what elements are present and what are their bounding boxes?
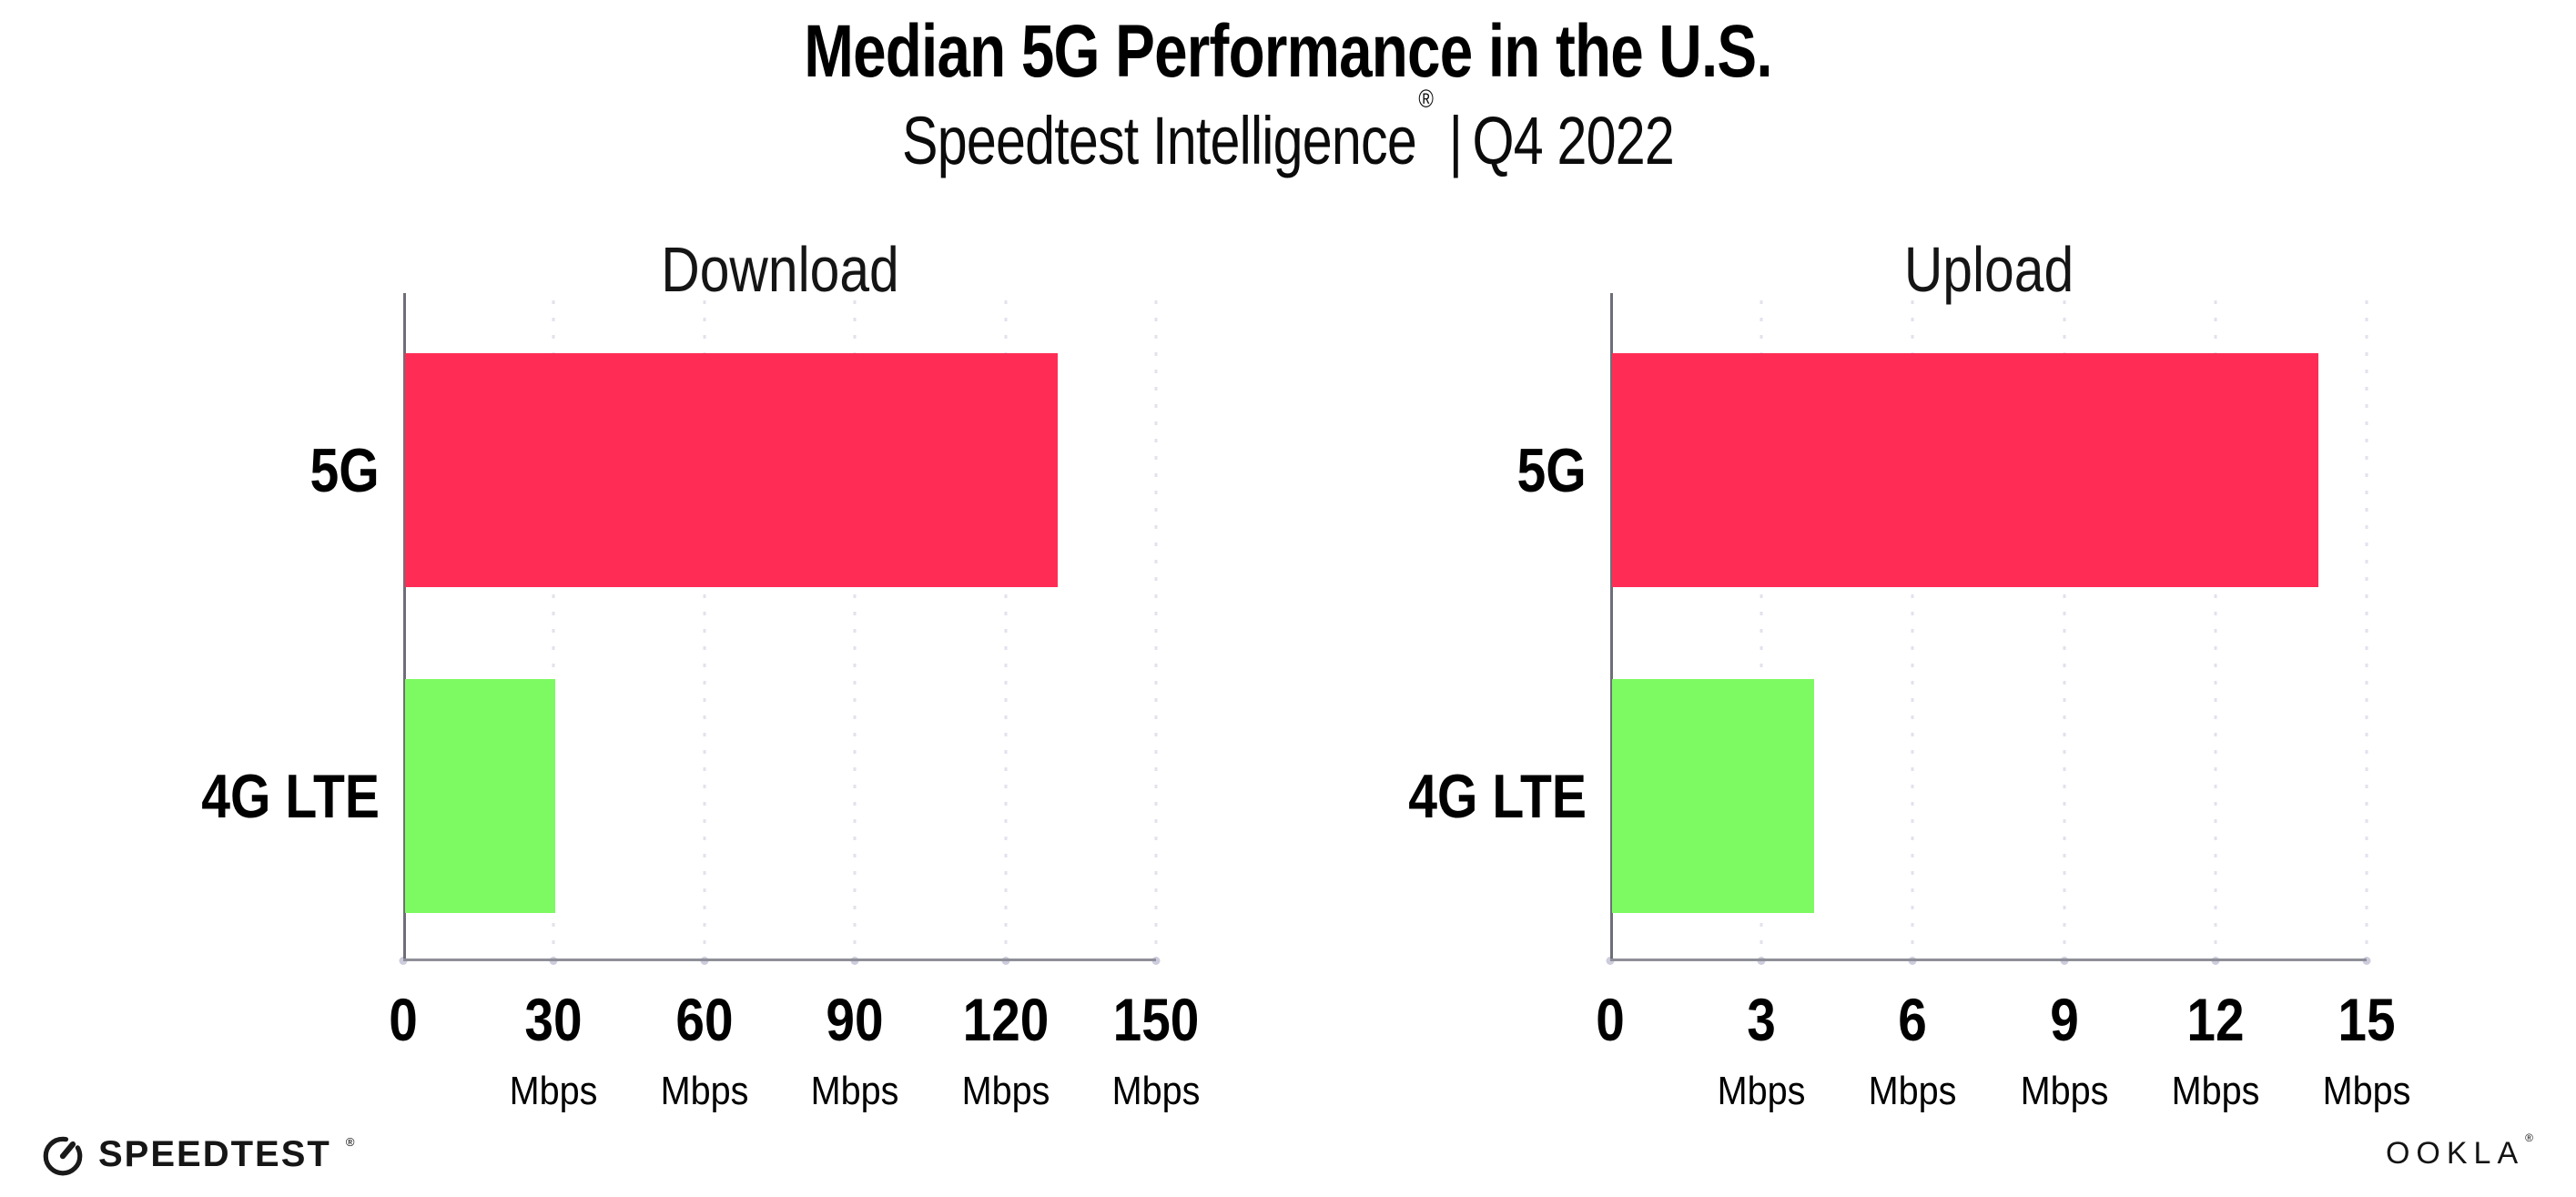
category-label: 5G [309, 435, 380, 505]
speedtest-wordmark: SPEEDTEST [98, 1133, 331, 1174]
x-tick-unit: Mbps [1717, 1069, 1806, 1113]
gridline [1911, 300, 1914, 959]
gridline [552, 300, 555, 959]
x-tick-label: 15 [2338, 986, 2396, 1053]
axis-tick-dot [1151, 957, 1161, 965]
speedtest-registered-mark: ® [345, 1134, 355, 1149]
bar-4g-lte [405, 679, 556, 913]
panel-title-upload: Upload [1903, 234, 2074, 305]
category-label: 5G [1516, 435, 1587, 505]
ookla-wordmark: OOKLA [2385, 1136, 2525, 1171]
x-tick-unit: Mbps [509, 1069, 598, 1113]
x-tick-unit: Mbps [961, 1069, 1050, 1113]
ookla-logo: OOKLA® [2385, 1131, 2540, 1172]
x-tick-label: 12 [2186, 986, 2245, 1053]
x-tick-label: 150 [1112, 986, 1200, 1053]
ookla-registered-mark: ® [2525, 1131, 2540, 1144]
x-tick-label: 60 [675, 986, 734, 1053]
x-axis-line [1610, 959, 2367, 961]
x-tick-label: 0 [1596, 986, 1625, 1053]
panel-title-download: Download [660, 234, 899, 305]
subtitle-brand: Speedtest Intelligence [902, 103, 1417, 178]
x-tick-unit: Mbps [810, 1069, 899, 1113]
y-axis-line [1610, 293, 1613, 959]
gridline [1760, 300, 1763, 959]
gridline [853, 300, 857, 959]
bar-5g [405, 353, 1058, 587]
bar-5g [1612, 353, 2318, 587]
x-tick-label: 0 [389, 986, 418, 1053]
x-axis-line [403, 959, 1156, 961]
axis-tick-dot [2362, 957, 2371, 965]
x-tick-unit: Mbps [2171, 1069, 2260, 1113]
x-tick-label: 120 [962, 986, 1049, 1053]
x-tick-label: 90 [826, 986, 884, 1053]
subtitle-period: Q4 2022 [1472, 103, 1674, 178]
speedtest-gauge-icon [40, 1131, 86, 1177]
gridline [1004, 300, 1008, 959]
registered-mark: ® [1418, 85, 1434, 114]
bar-4g-lte [1612, 679, 1814, 913]
speedtest-logo: SPEEDTEST ® [40, 1131, 354, 1177]
x-tick-label: 9 [2049, 986, 2079, 1053]
x-tick-label: 3 [1747, 986, 1776, 1053]
page-subtitle: Speedtest Intelligence® | Q4 2022 [902, 85, 1675, 179]
subtitle-separator: | [1448, 103, 1463, 178]
gridline [703, 300, 706, 959]
x-tick-unit: Mbps [1111, 1069, 1201, 1113]
x-tick-unit: Mbps [660, 1069, 749, 1113]
gridline [1154, 300, 1158, 959]
page-title: Median 5G Performance in the U.S. [804, 10, 1772, 93]
gridline [2214, 300, 2217, 959]
x-tick-unit: Mbps [2322, 1069, 2411, 1113]
category-label: 4G LTE [1408, 761, 1587, 831]
gridline [2063, 300, 2066, 959]
category-label: 4G LTE [201, 761, 380, 831]
plot-area-upload: 0 3 Mbps 6 Mbps 9 Mbps 12 Mbps 15 Mbps 5G 4G LTE [1408, 293, 2410, 1113]
x-tick-unit: Mbps [1868, 1069, 1957, 1113]
y-axis-line [403, 293, 406, 959]
x-tick-label: 6 [1898, 986, 1928, 1053]
gridline [2365, 300, 2368, 959]
x-tick-unit: Mbps [2020, 1069, 2109, 1113]
x-tick-label: 30 [524, 986, 583, 1053]
plot-area-download: 0 30 Mbps 60 Mbps 90 Mbps 120 Mbps 150 Mbps 5G 4G LT… [201, 293, 1200, 1113]
